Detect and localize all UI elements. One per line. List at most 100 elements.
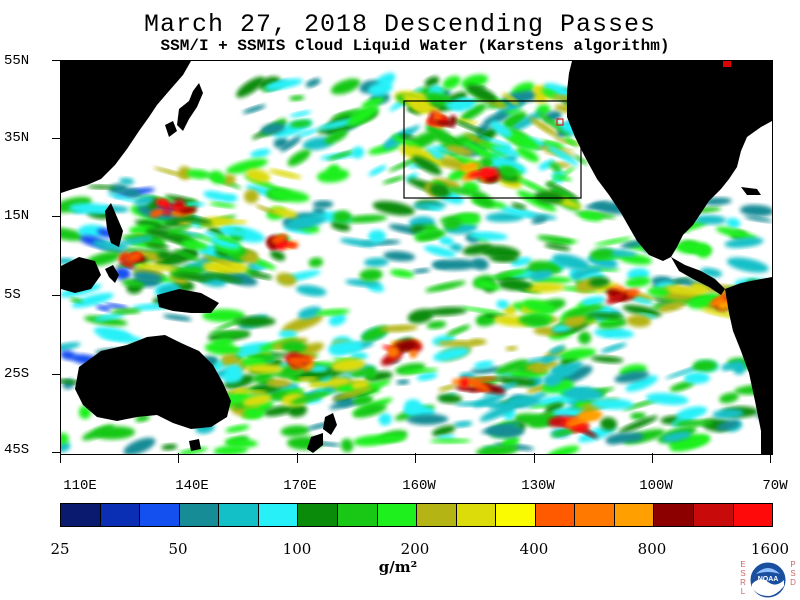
cloud-patch <box>617 432 644 443</box>
cloud-patch <box>383 251 416 262</box>
cloud-patch <box>134 263 178 271</box>
lat-tick <box>52 295 60 296</box>
cloud-patch <box>564 137 578 147</box>
land-masses <box>61 61 772 454</box>
cloud-patch <box>242 394 272 407</box>
cloud-patch <box>327 150 356 161</box>
cloud-patch <box>669 380 695 392</box>
cloud-patch <box>665 286 693 295</box>
cloud-patch <box>378 413 392 426</box>
cloud-patch <box>268 188 310 203</box>
cloud-patch <box>359 268 383 282</box>
cloud-patch <box>437 393 463 404</box>
cloud-patch <box>111 308 141 315</box>
cloud-patch <box>410 224 425 234</box>
lon-tick <box>652 453 653 463</box>
cloud-patch <box>312 207 325 215</box>
cloud-patch <box>585 202 608 210</box>
cloud-patch <box>622 398 660 411</box>
inset-marker <box>556 118 564 126</box>
cloud-patch <box>318 118 358 130</box>
cloud-patch <box>715 226 758 241</box>
new-zealand-land <box>323 413 337 435</box>
cloud-patch <box>489 254 518 263</box>
cloud-patch <box>308 257 324 268</box>
cloud-patch <box>490 274 506 280</box>
cloud-patch <box>209 236 240 249</box>
cloud-patch <box>305 78 321 88</box>
cloud-patch <box>396 379 410 385</box>
cloud-patch <box>213 445 249 454</box>
cloud-patch <box>372 201 415 216</box>
cloud-patch <box>203 272 243 283</box>
cloud-patch <box>683 372 711 384</box>
cloud-patch <box>471 257 489 271</box>
cloud-patch <box>645 392 689 405</box>
cloud-patch <box>209 202 237 208</box>
cloud-patch <box>237 348 261 357</box>
cloud-patch <box>232 388 245 394</box>
cloud-patch <box>600 417 618 431</box>
cloud-patch <box>208 170 226 185</box>
cloud-patch <box>495 359 529 375</box>
cloud-patch <box>606 293 625 304</box>
new-zealand-south-land <box>307 433 323 453</box>
cloud-patch <box>499 269 527 278</box>
cloud-patch <box>409 97 428 114</box>
cloud-patch <box>549 162 562 173</box>
cloud-patch <box>174 249 202 262</box>
lat-tick <box>52 216 60 217</box>
cloud-patch <box>511 202 527 210</box>
cloud-patch <box>425 280 466 293</box>
cloud-patch <box>552 175 573 181</box>
cloud-patch <box>391 134 420 149</box>
colorbar-segment <box>337 504 378 526</box>
cloud-patch <box>739 204 772 217</box>
colorbar-segment <box>614 504 655 526</box>
cloud-patch <box>511 111 543 132</box>
cloud-patch <box>289 363 300 371</box>
lat-tick <box>52 374 60 375</box>
lon-label-100w: 100W <box>639 478 673 494</box>
cloud-patch <box>578 409 603 422</box>
colorbar-segment <box>496 504 536 526</box>
cloud-patch <box>296 376 319 382</box>
colorbar-segment <box>61 504 101 526</box>
cloud-patch <box>460 103 487 122</box>
cloud-patch <box>77 224 106 239</box>
cloud-patch <box>590 355 624 363</box>
cloud-patch <box>562 386 603 401</box>
cloud-patch <box>201 254 232 266</box>
cloud-patch <box>496 299 509 309</box>
colorbar-segment <box>575 504 615 526</box>
noaa-emblem: NOAA <box>749 561 787 599</box>
cloud-patch <box>280 425 310 437</box>
cloud-patch <box>744 216 772 223</box>
cloud-patch <box>475 444 519 454</box>
cloud-patch <box>456 213 481 225</box>
svg-text:NOAA: NOAA <box>758 576 779 583</box>
colorbar-label: 200 <box>400 540 430 558</box>
cloud-patch <box>87 185 116 190</box>
cloud-patch <box>474 376 497 382</box>
cloud-patch <box>425 124 458 148</box>
cloud-patch <box>622 304 662 317</box>
cloud-patch <box>266 378 291 388</box>
cloud-patch <box>588 276 611 288</box>
lon-tick <box>415 453 416 463</box>
cloud-patch <box>433 110 443 123</box>
cloud-patch <box>647 287 670 297</box>
cloud-patch <box>590 398 634 410</box>
cloud-patch <box>120 254 128 260</box>
cloud-patch <box>579 211 604 222</box>
lat-label-55n: 55N <box>4 53 30 69</box>
cloud-patch <box>122 188 141 198</box>
cloud-patch <box>331 386 374 401</box>
cloud-patch <box>424 147 446 160</box>
cloud-patch <box>361 96 385 109</box>
cloud-patch <box>726 217 741 229</box>
cloud-patch <box>658 301 686 313</box>
cloud-patch <box>179 206 198 214</box>
cloud-patch <box>412 268 431 274</box>
cloud-patch <box>270 207 298 218</box>
